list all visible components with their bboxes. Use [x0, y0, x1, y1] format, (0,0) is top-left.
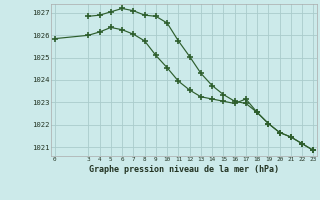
X-axis label: Graphe pression niveau de la mer (hPa): Graphe pression niveau de la mer (hPa) — [89, 165, 279, 174]
